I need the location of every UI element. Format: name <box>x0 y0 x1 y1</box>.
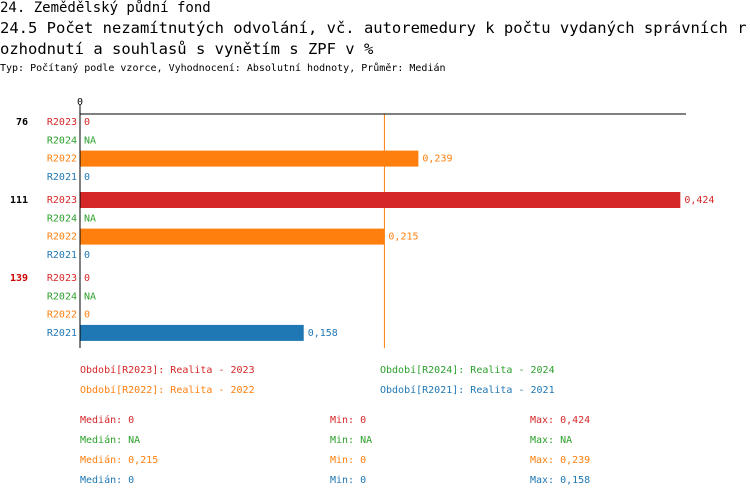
stat: Max: NA <box>530 435 572 446</box>
stat-value: 0,239 <box>560 455 590 466</box>
stat: Min: 0 <box>330 455 366 466</box>
bar <box>80 228 385 245</box>
stat-value: 0,215 <box>128 455 158 466</box>
stat: Max: 0,239 <box>530 455 590 466</box>
stat: Min: 0 <box>330 415 366 426</box>
category-label: 76 <box>16 117 28 128</box>
stat-value: NA <box>560 435 572 446</box>
stat-value: 0,424 <box>560 415 590 426</box>
stat-name: Medián: <box>80 454 122 466</box>
stat-value: 0 <box>128 475 134 486</box>
stat-name: Max: <box>530 435 554 446</box>
chart-title: 24.5 Počet nezamítnutých odvolání, vč. a… <box>0 19 747 58</box>
legend-entry: Období[R2022]: Realita - 2022 <box>80 384 255 396</box>
row-label: R2023 <box>47 273 77 284</box>
stat-name: Min: <box>330 455 354 466</box>
row-label: R2023 <box>47 195 77 206</box>
stat-value: NA <box>360 435 372 446</box>
legend-entry: Období[R2024]: Realita - 2024 <box>380 364 555 376</box>
value-label: 0 <box>84 310 90 321</box>
row-label: R2021 <box>47 172 77 183</box>
category-label: 139 <box>10 273 28 284</box>
row-label: R2022 <box>47 154 77 165</box>
row-label: R2021 <box>47 250 77 261</box>
stat-name: Medián: <box>80 434 122 446</box>
stat-name: Medián: <box>80 474 122 486</box>
chart-subtitle: Typ: Počítaný podle vzorce, Vyhodnocení:… <box>0 63 446 74</box>
stat-name: Max: <box>530 455 554 466</box>
value-label: 0 <box>84 273 90 284</box>
legend-entry: Období[R2023]: Realita - 2023 <box>80 364 255 376</box>
row-label: R2024 <box>47 213 77 224</box>
value-label: NA <box>84 291 96 302</box>
stat-value: 0 <box>128 415 134 426</box>
value-label: 0 <box>84 172 90 183</box>
bar <box>80 150 419 167</box>
stat: Medián: 0,215 <box>80 454 158 466</box>
row-label: R2022 <box>47 232 77 243</box>
header: 24. Zemědělský půdní fond 24.5 Počet nez… <box>0 0 750 76</box>
x-tick-label: 0 <box>77 97 83 108</box>
value-label: 0,158 <box>308 328 338 339</box>
section-title: 24. Zemědělský půdní fond <box>0 0 211 16</box>
stat-name: Medián: <box>80 414 122 426</box>
stat-value: 0 <box>360 415 366 426</box>
stat: Medián: 0 <box>80 474 134 486</box>
value-label: 0 <box>84 117 90 128</box>
bar <box>80 192 681 208</box>
bar <box>80 324 304 341</box>
stat: Max: 0,424 <box>530 415 590 426</box>
value-label: 0,424 <box>684 195 714 206</box>
stat-name: Min: <box>330 415 354 426</box>
category-label: 111 <box>10 195 28 206</box>
stat: Min: 0 <box>330 475 366 486</box>
stat: Medián: 0 <box>80 414 134 426</box>
stat: Max: 0,158 <box>530 475 590 486</box>
row-label: R2021 <box>47 328 77 339</box>
row-label: R2024 <box>47 291 77 302</box>
row-label: R2023 <box>47 117 77 128</box>
stat-name: Max: <box>530 475 554 486</box>
stat-value: 0 <box>360 455 366 466</box>
stat: Medián: NA <box>80 434 140 446</box>
value-label: 0,215 <box>388 232 418 243</box>
row-label: R2022 <box>47 310 77 321</box>
stat-value: 0 <box>360 475 366 486</box>
stat-name: Max: <box>530 415 554 426</box>
value-label: 0,239 <box>422 154 452 165</box>
legend-entry: Období[R2021]: Realita - 2021 <box>380 384 555 396</box>
value-label: NA <box>84 135 96 146</box>
stat-name: Min: <box>330 435 354 446</box>
stat-value: NA <box>128 435 140 446</box>
value-label: NA <box>84 213 96 224</box>
stat: Min: NA <box>330 435 372 446</box>
value-label: 0 <box>84 250 90 261</box>
stat-value: 0,158 <box>560 475 590 486</box>
row-label: R2024 <box>47 135 77 146</box>
stat-name: Min: <box>330 475 354 486</box>
